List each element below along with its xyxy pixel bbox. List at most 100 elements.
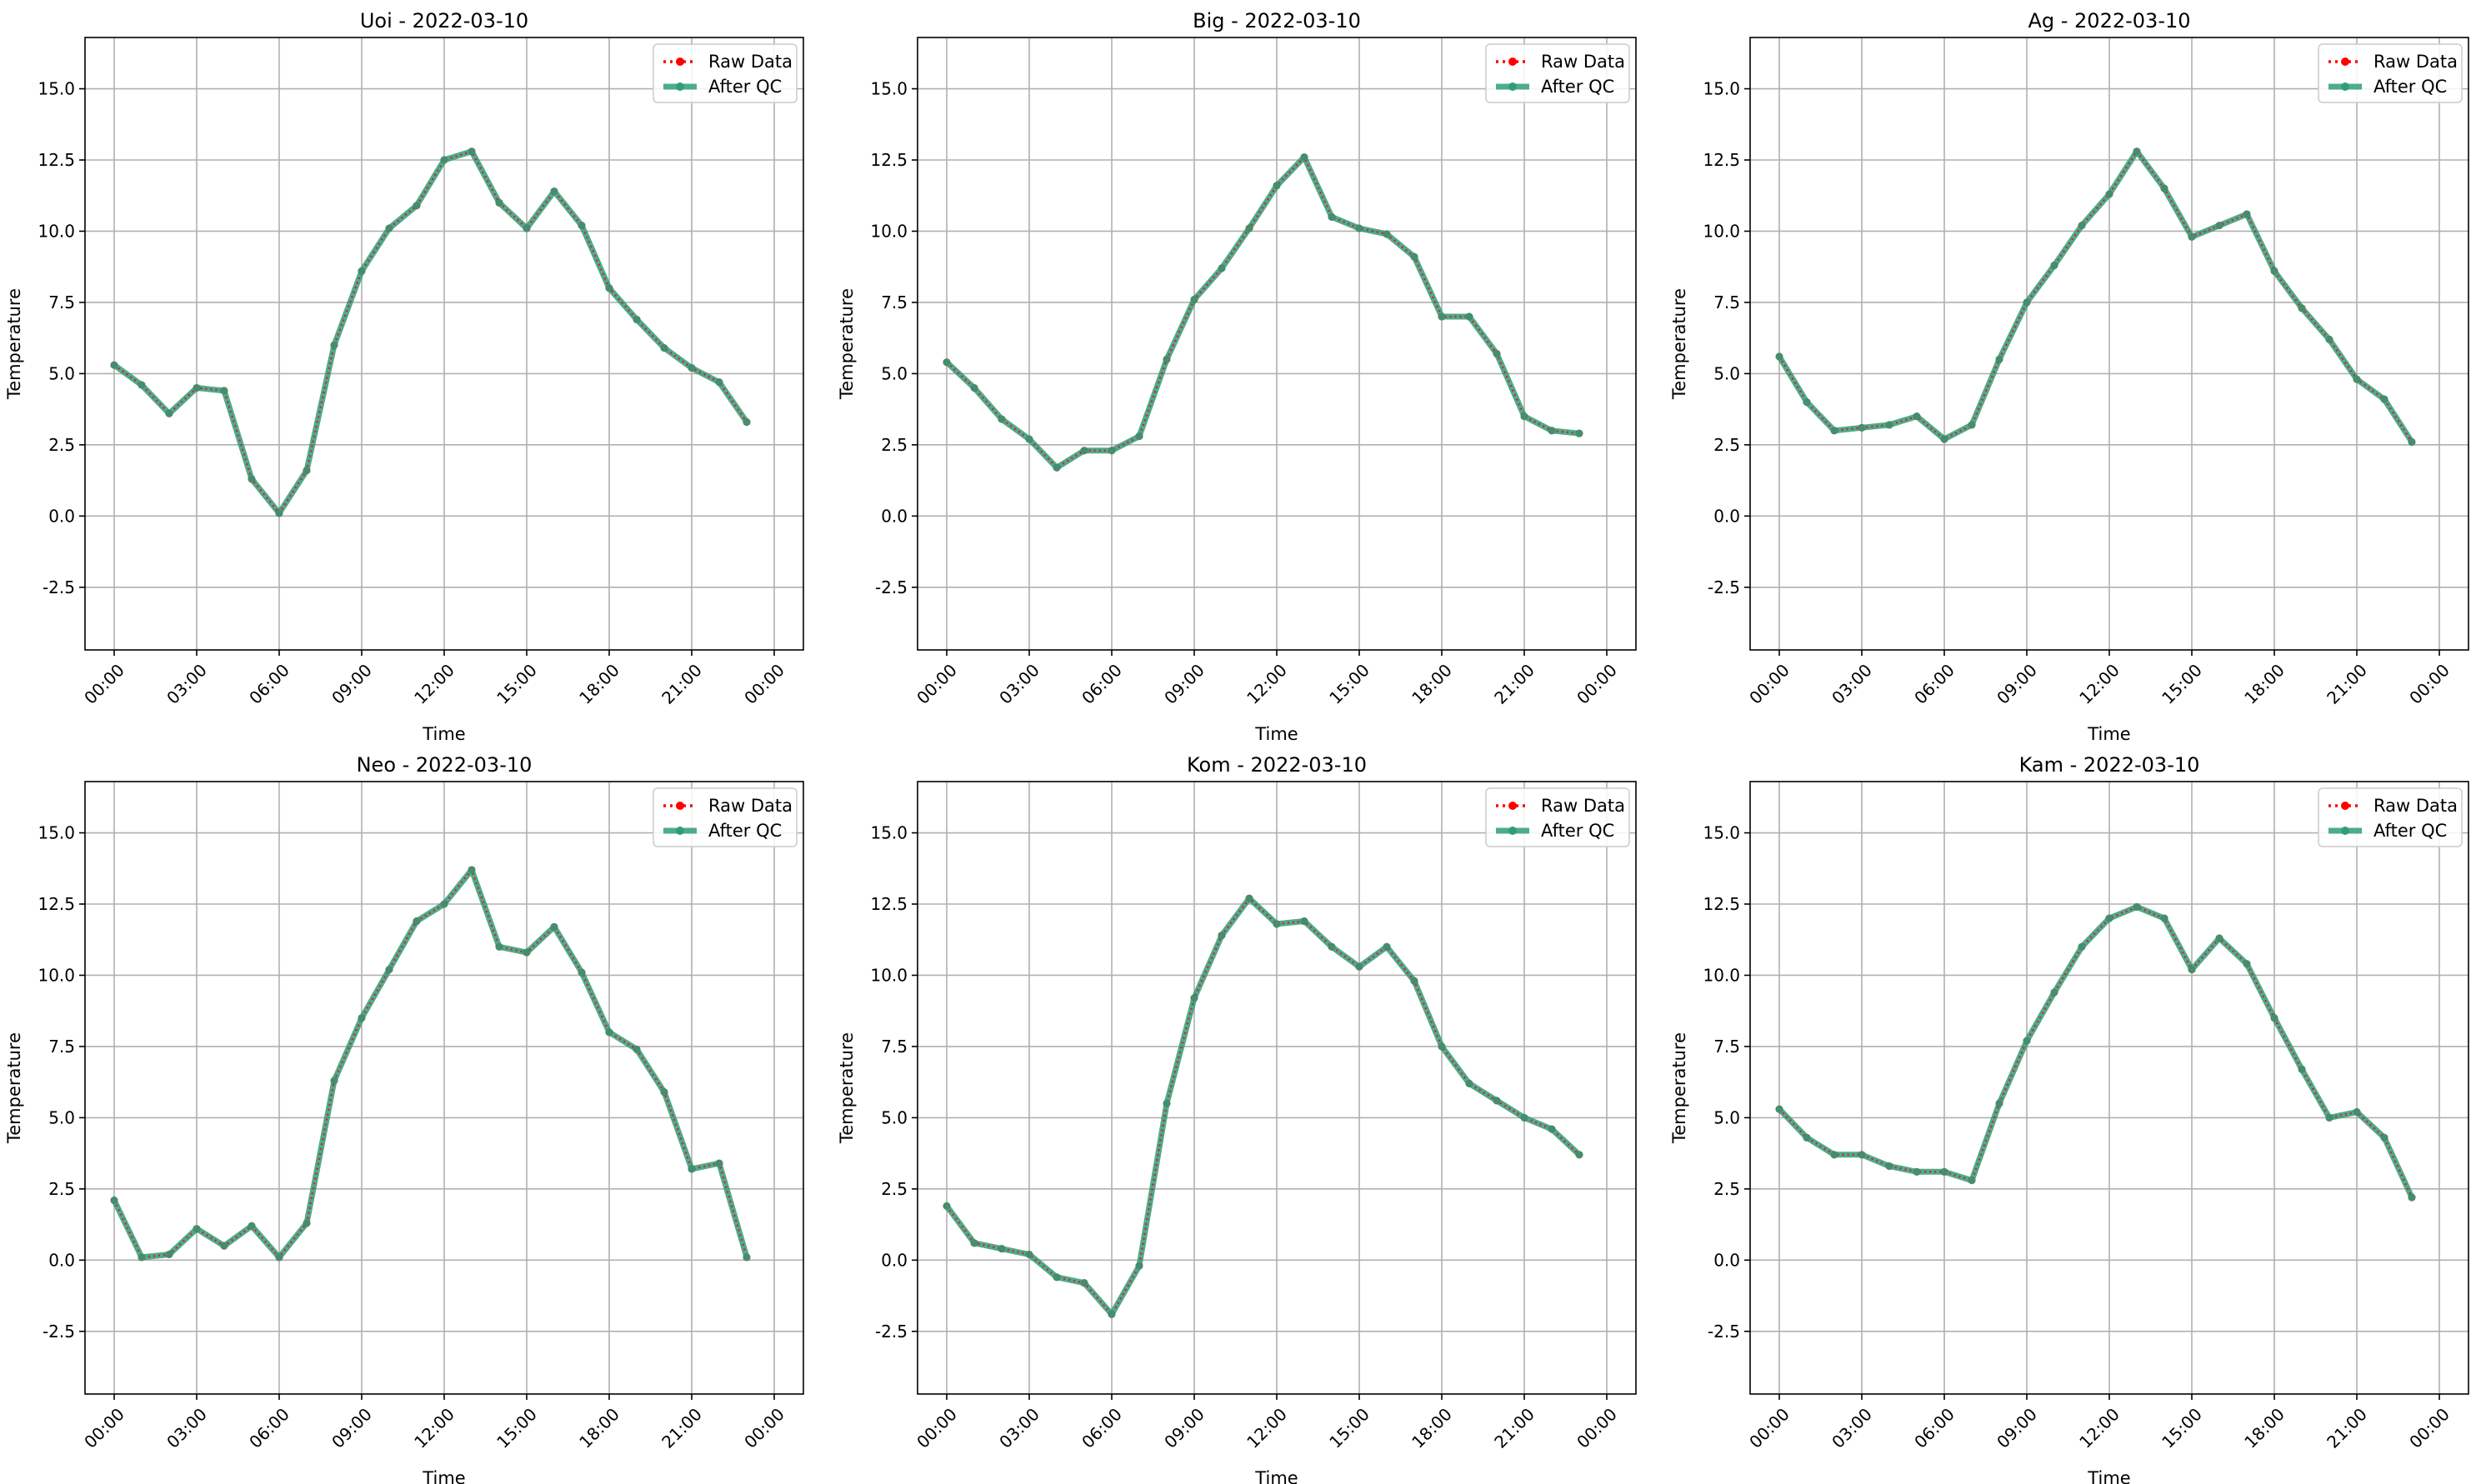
data-point-after-qc xyxy=(1858,423,1866,432)
data-point-after-qc xyxy=(358,267,366,275)
x-tick-label: 12:00 xyxy=(2075,1404,2123,1452)
data-point-after-qc xyxy=(1245,224,1253,232)
data-point-after-qc xyxy=(998,1245,1006,1253)
series-line-raw-data xyxy=(113,867,748,1259)
legend-marker-after-qc xyxy=(1508,827,1517,835)
y-tick-label: 5.0 xyxy=(48,363,75,383)
x-tick-label: 00:00 xyxy=(1745,1404,1793,1452)
data-point-after-qc xyxy=(248,475,256,483)
data-point-after-qc xyxy=(2298,1065,2306,1073)
legend-marker-raw xyxy=(1508,57,1517,66)
x-tick-label: 21:00 xyxy=(1490,1404,1538,1452)
x-tick-label: 18:00 xyxy=(575,1404,623,1452)
data-point-after-qc xyxy=(633,1045,641,1053)
y-tick-label: 2.5 xyxy=(48,1179,75,1199)
y-tick-label: 10.0 xyxy=(38,221,75,241)
y-tick-label: 7.5 xyxy=(48,1037,75,1057)
x-tick-label: 06:00 xyxy=(1910,1404,1958,1452)
series-line-after-qc xyxy=(943,154,1583,471)
data-point-after-qc xyxy=(1218,264,1226,272)
y-tick-label: 0.0 xyxy=(48,506,75,526)
data-point-after-qc xyxy=(2380,395,2388,403)
data-point-after-qc xyxy=(2270,1014,2278,1022)
x-tick-label: 12:00 xyxy=(1243,660,1291,708)
legend-marker-after-qc xyxy=(676,82,684,91)
data-point-after-qc xyxy=(385,224,393,232)
data-point-after-qc xyxy=(1830,1151,1838,1159)
x-axis-label: Time xyxy=(422,724,465,744)
data-point-after-qc xyxy=(1858,1151,1866,1159)
x-tick-label: 03:00 xyxy=(1828,660,1876,708)
data-point-after-qc xyxy=(1775,352,1783,361)
x-tick-label: 00:00 xyxy=(80,660,128,708)
data-point-after-qc xyxy=(970,1239,978,1247)
x-tick-label: 09:00 xyxy=(1160,660,1208,708)
x-tick-label: 18:00 xyxy=(2240,660,2288,708)
legend-marker-after-qc xyxy=(1508,82,1517,91)
y-tick-label: 15.0 xyxy=(38,823,75,843)
x-tick-label: 15:00 xyxy=(1325,660,1373,708)
y-tick-label: 15.0 xyxy=(38,79,75,99)
x-tick-label: 21:00 xyxy=(1490,660,1538,708)
data-point-after-qc xyxy=(1410,252,1418,261)
data-point-after-qc xyxy=(2133,902,2141,911)
y-axis-label: Temperature xyxy=(837,288,857,400)
legend-label-after-qc: After QC xyxy=(2373,77,2447,97)
data-point-after-qc xyxy=(605,1028,613,1037)
x-tick-label: 18:00 xyxy=(575,660,623,708)
x-tick-label: 21:00 xyxy=(658,660,706,708)
data-point-after-qc xyxy=(1493,1097,1501,1105)
x-tick-label: 15:00 xyxy=(493,1404,541,1452)
x-tick-label: 09:00 xyxy=(328,660,376,708)
y-tick-label: 10.0 xyxy=(1703,965,1740,985)
x-tick-label: 00:00 xyxy=(913,660,961,708)
data-point-after-qc xyxy=(2078,942,2086,951)
data-point-after-qc xyxy=(1968,421,1976,429)
data-point-after-qc xyxy=(1328,942,1336,951)
data-point-after-qc xyxy=(303,1219,311,1227)
subplot-4: Kom - 2022-03-10 00:00 03:00 06:00 09:00 12:0… xyxy=(837,753,1637,1484)
legend-marker-raw xyxy=(2341,57,2349,66)
data-point-after-qc xyxy=(2215,934,2223,942)
data-point-after-qc xyxy=(1053,463,1061,472)
data-point-after-qc xyxy=(495,198,503,207)
y-tick-label: 0.0 xyxy=(1713,506,1740,526)
data-point-after-qc xyxy=(1328,212,1336,221)
data-point-after-qc xyxy=(2188,966,2196,974)
x-tick-label: 18:00 xyxy=(2240,1404,2288,1452)
data-point-after-qc xyxy=(468,147,476,156)
series-line-after-qc xyxy=(1776,148,2415,445)
x-tick-label: 09:00 xyxy=(1993,660,2041,708)
y-axis-label: Temperature xyxy=(837,1032,857,1144)
x-tick-label: 15:00 xyxy=(1325,1404,1373,1452)
y-tick-label: 15.0 xyxy=(870,823,908,843)
data-point-after-qc xyxy=(1885,1162,1893,1171)
data-point-after-qc xyxy=(330,1077,338,1085)
x-tick-label: 18:00 xyxy=(1408,660,1456,708)
y-tick-label: 2.5 xyxy=(881,1179,908,1199)
data-point-after-qc xyxy=(523,224,531,232)
data-point-after-qc xyxy=(1995,1099,2003,1107)
y-tick-label: 0.0 xyxy=(881,1250,908,1270)
data-point-after-qc xyxy=(220,1242,228,1250)
series-line-raw-data xyxy=(1778,149,2413,443)
data-point-after-qc xyxy=(1108,447,1116,455)
y-axis-label: Temperature xyxy=(1669,1032,1689,1144)
axes-frame xyxy=(917,37,1637,651)
data-point-after-qc xyxy=(970,383,978,392)
x-tick-label: 03:00 xyxy=(1828,1404,1876,1452)
data-point-after-qc xyxy=(275,509,283,517)
x-tick-label: 12:00 xyxy=(410,1404,458,1452)
data-point-after-qc xyxy=(248,1222,256,1230)
legend-label-after-qc: After QC xyxy=(708,821,782,841)
data-point-after-qc xyxy=(2105,190,2113,198)
y-tick-label: -2.5 xyxy=(875,577,908,597)
series-line-raw-data xyxy=(946,155,1580,469)
data-point-after-qc xyxy=(2270,267,2278,275)
y-tick-label: 0.0 xyxy=(48,1250,75,1270)
axes-frame xyxy=(84,37,804,651)
y-axis-label: Temperature xyxy=(4,1032,24,1144)
subplot-2: Ag - 2022-03-10 00:00 03:00 06:00 09:00 12:00… xyxy=(1669,9,2469,744)
data-point-after-qc xyxy=(193,1225,201,1233)
